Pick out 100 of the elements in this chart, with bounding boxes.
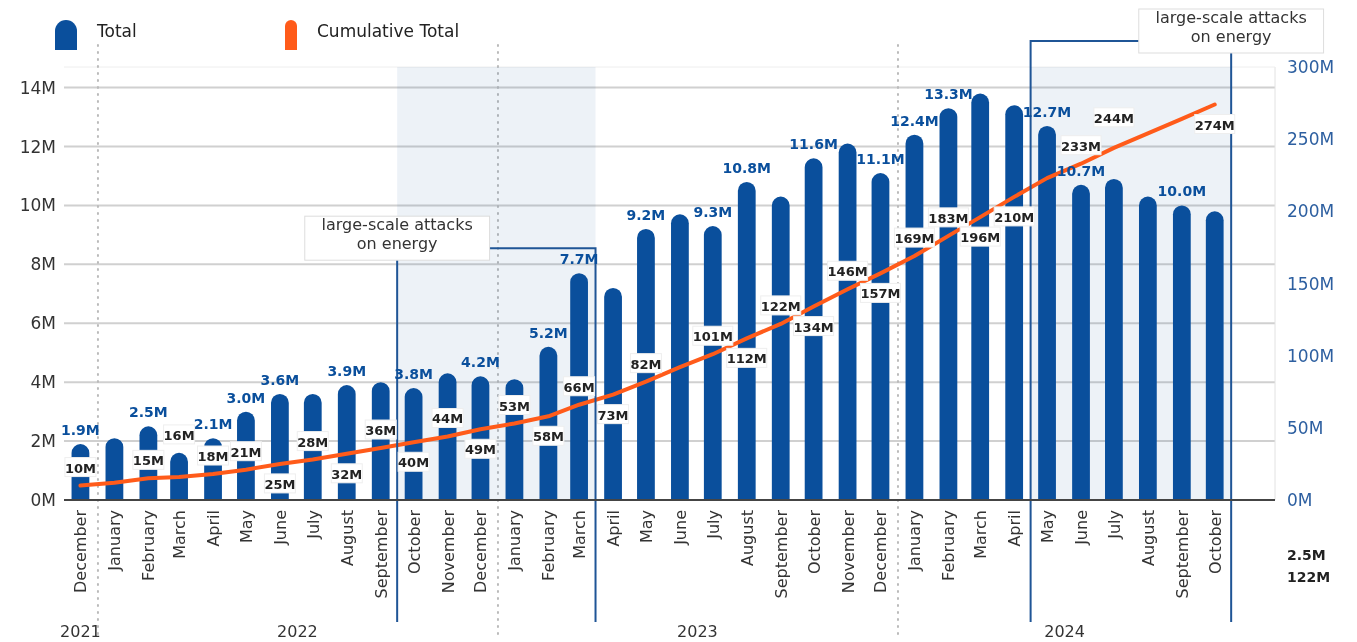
text: 2.5M xyxy=(1287,547,1326,563)
text: 2023 xyxy=(677,622,718,641)
data-label: 82M xyxy=(630,356,662,372)
bar xyxy=(1105,178,1123,500)
y2-tick-label: 100M xyxy=(1287,345,1335,366)
x-tick-label: January xyxy=(505,510,525,572)
x-tick-label: August xyxy=(337,510,357,566)
x-tick-label: February xyxy=(939,510,959,581)
data-label: 36M xyxy=(365,423,397,439)
x-tick-label: October xyxy=(804,509,824,575)
data-label: 73M xyxy=(597,407,629,423)
data-label: 3.6M xyxy=(260,371,300,388)
y-tick-label: 8M xyxy=(30,254,56,275)
data-label: 11.6M xyxy=(789,136,838,153)
data-label: 10M xyxy=(64,460,96,476)
y-tick-label: 6M xyxy=(30,313,56,334)
data-label: 25M xyxy=(264,476,296,492)
x-tick-label: October xyxy=(404,509,424,575)
data-label: 66M xyxy=(563,379,595,395)
data-label: 3.0M xyxy=(226,389,266,406)
bar xyxy=(671,214,689,500)
legend-label: Total xyxy=(96,21,137,41)
x-tick-label: August xyxy=(737,510,757,566)
bar xyxy=(1172,205,1191,500)
y2-tick-label: 150M xyxy=(1287,273,1335,294)
x-tick-label: January xyxy=(905,510,925,572)
data-label: 146M xyxy=(827,264,868,280)
y2-tick-label: 50M xyxy=(1287,417,1324,438)
data-label: 9.2M xyxy=(626,207,666,224)
data-label: 244M xyxy=(1093,110,1134,126)
data-label: 169M xyxy=(894,231,935,247)
data-label: 13.3M xyxy=(924,86,973,103)
data-label: 15M xyxy=(132,453,164,469)
x-tick-label: February xyxy=(539,510,559,581)
data-label: 274M xyxy=(1194,117,1235,133)
x-tick-label: April xyxy=(1005,510,1025,547)
x-tick-label: April xyxy=(604,510,624,547)
x-tick-label: May xyxy=(1038,510,1058,544)
data-label: 3.9M xyxy=(327,363,367,380)
bar xyxy=(1205,211,1224,500)
data-label: 210M xyxy=(994,209,1035,225)
data-label: 28M xyxy=(297,434,329,450)
x-tick-label: March xyxy=(570,510,590,559)
y-tick-label: 12M xyxy=(19,136,56,157)
bar xyxy=(1038,125,1056,500)
x-tick-label: July xyxy=(303,510,323,540)
y-tick-label: 0M xyxy=(30,490,56,510)
band-label: large-scale attacks on energy xyxy=(1155,8,1307,46)
data-label: 2.1M xyxy=(193,416,233,433)
x-tick-label: July xyxy=(1104,510,1124,540)
x-tick-label: May xyxy=(636,510,656,544)
x-tick-label: December xyxy=(471,509,491,593)
bar xyxy=(1072,184,1090,500)
data-label: 53M xyxy=(498,398,530,414)
band-label: large-scale attacks on energy xyxy=(321,215,473,254)
data-label: 157M xyxy=(860,286,901,302)
data-label: 122M xyxy=(760,298,801,314)
bar xyxy=(1138,196,1157,500)
y-tick-label: 4M xyxy=(30,372,56,393)
x-tick-label: September xyxy=(371,509,391,599)
x-tick-label: March xyxy=(170,510,190,559)
data-label: 2.5M xyxy=(129,404,168,421)
data-label: 49M xyxy=(464,442,496,458)
data-label: 4.2M xyxy=(461,354,500,371)
data-label: 112M xyxy=(726,351,767,367)
y-tick-label: 14M xyxy=(19,77,56,98)
x-tick-label: April xyxy=(204,510,224,547)
data-label: 18M xyxy=(197,449,229,465)
data-label: 9.3M xyxy=(693,204,733,221)
x-tick-label: December xyxy=(871,509,891,593)
x-tick-label: August xyxy=(1138,510,1158,566)
data-label: 58M xyxy=(532,429,564,445)
data-label: 10.0M xyxy=(1157,183,1207,200)
x-tick-label: November xyxy=(438,509,458,594)
y-tick-label: 10M xyxy=(19,195,56,216)
text: 2022 xyxy=(277,622,318,641)
x-tick-label: July xyxy=(703,510,723,540)
data-label: 44M xyxy=(432,411,464,427)
x-tick-label: September xyxy=(1172,509,1192,599)
x-tick-label: November xyxy=(838,509,858,594)
data-label: 183M xyxy=(928,210,969,226)
data-label: 12.4M xyxy=(890,112,939,129)
x-tick-label: March xyxy=(971,510,991,559)
x-tick-label: December xyxy=(71,509,91,593)
data-label: 1.9M xyxy=(61,422,100,439)
text: 2021 xyxy=(60,622,101,641)
x-tick-label: May xyxy=(236,510,256,544)
data-label: 10.8M xyxy=(722,159,772,176)
legend-label: Cumulative Total xyxy=(317,21,460,41)
x-tick-label: June xyxy=(670,510,690,546)
data-label: 196M xyxy=(960,230,1001,246)
x-tick-label: June xyxy=(270,510,290,546)
x-tick-label: June xyxy=(1072,510,1092,546)
data-label: 21M xyxy=(230,444,262,460)
y-tick-label: 2M xyxy=(30,431,56,452)
data-label: 101M xyxy=(692,329,733,345)
data-label: 233M xyxy=(1060,138,1102,154)
data-label: 134M xyxy=(793,319,834,335)
text: 2024 xyxy=(1044,622,1085,641)
y2-tick-label: 200M xyxy=(1287,201,1335,222)
